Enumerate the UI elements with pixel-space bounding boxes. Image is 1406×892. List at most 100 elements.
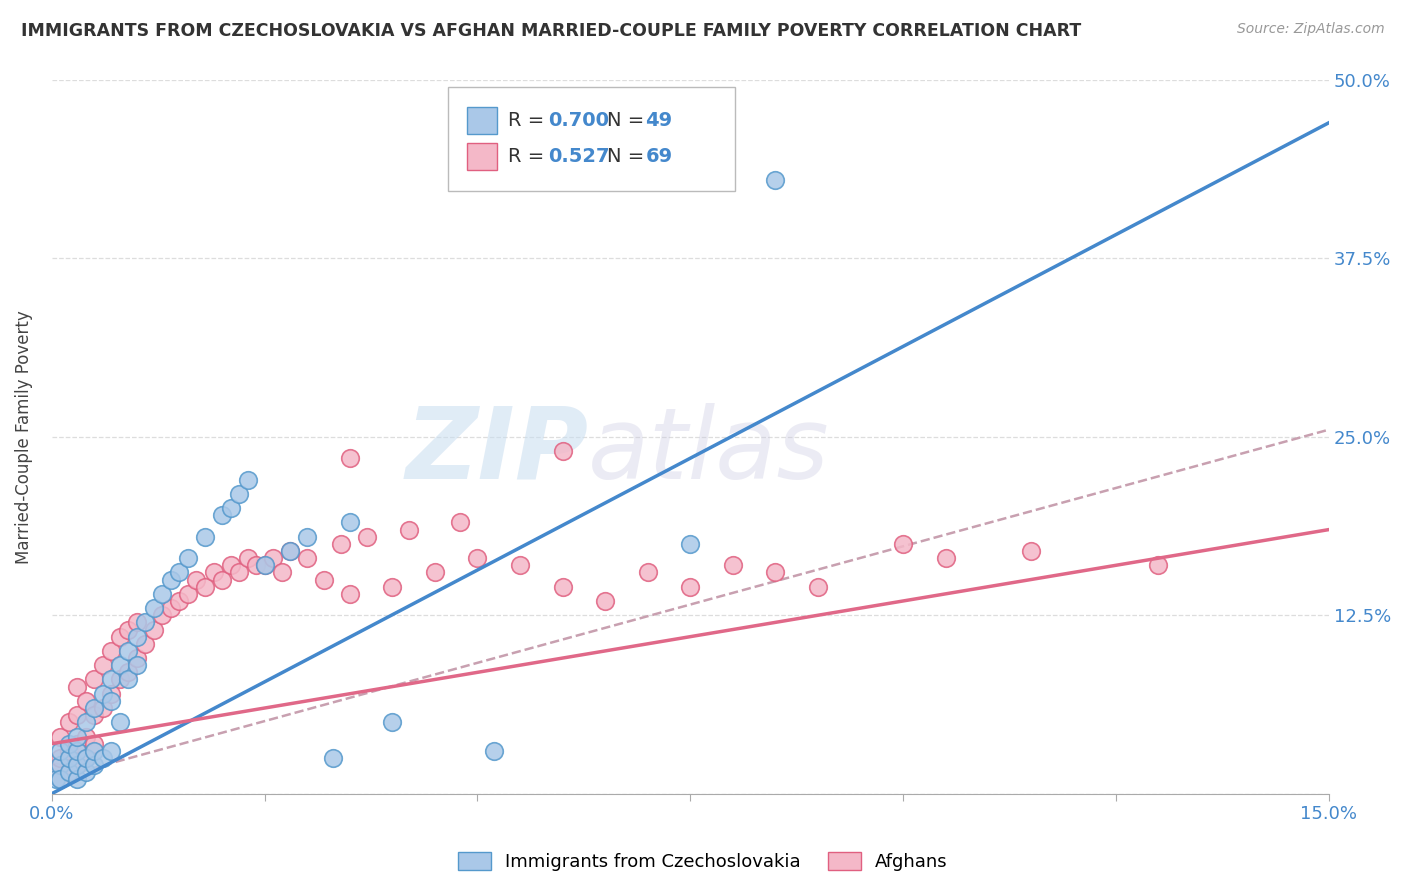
Point [262, 551, 284, 566]
Point [721, 558, 744, 573]
Point [66, 680, 89, 694]
Point [134, 637, 156, 651]
Point [58, 751, 80, 765]
Text: 49: 49 [645, 112, 672, 130]
Point [91, 687, 114, 701]
Point [83, 744, 105, 758]
Point [117, 623, 139, 637]
Point [58, 765, 80, 780]
Point [160, 601, 183, 615]
Point [58, 744, 80, 758]
Point [117, 673, 139, 687]
Point [637, 566, 659, 580]
Point [49, 772, 72, 787]
Point [100, 694, 122, 708]
Point [1019, 544, 1042, 558]
Point [66, 744, 89, 758]
Point [49, 744, 72, 758]
Point [270, 566, 292, 580]
Point [551, 444, 574, 458]
Point [356, 530, 378, 544]
Text: N =: N = [607, 147, 651, 166]
Point [186, 573, 208, 587]
Point [194, 530, 217, 544]
Point [58, 765, 80, 780]
Point [314, 573, 336, 587]
Point [278, 544, 301, 558]
Point [125, 651, 148, 665]
Point [66, 758, 89, 772]
Point [449, 516, 471, 530]
Point [339, 516, 361, 530]
Point [152, 608, 174, 623]
Point [295, 530, 318, 544]
Point [177, 587, 200, 601]
Legend: Immigrants from Czechoslovakia, Afghans: Immigrants from Czechoslovakia, Afghans [451, 845, 955, 879]
Point [91, 701, 114, 715]
Point [891, 537, 914, 551]
Text: atlas: atlas [588, 402, 830, 500]
Point [100, 644, 122, 658]
Point [551, 580, 574, 594]
Point [398, 523, 420, 537]
Point [1147, 558, 1170, 573]
Text: IMMIGRANTS FROM CZECHOSLOVAKIA VS AFGHAN MARRIED-COUPLE FAMILY POVERTY CORRELATI: IMMIGRANTS FROM CZECHOSLOVAKIA VS AFGHAN… [21, 22, 1081, 40]
Text: 0.700: 0.700 [548, 112, 610, 130]
Point [236, 473, 259, 487]
Point [49, 730, 72, 744]
Point [253, 558, 276, 573]
Point [467, 551, 489, 566]
Point [763, 173, 786, 187]
Point [142, 623, 165, 637]
Point [75, 694, 97, 708]
Point [679, 537, 702, 551]
Point [91, 658, 114, 673]
Point [58, 715, 80, 730]
Point [49, 751, 72, 765]
Point [83, 708, 105, 723]
Point [236, 551, 259, 566]
Point [509, 558, 531, 573]
Point [935, 551, 957, 566]
Point [75, 715, 97, 730]
Text: Source: ZipAtlas.com: Source: ZipAtlas.com [1237, 22, 1385, 37]
Point [484, 744, 506, 758]
Point [194, 580, 217, 594]
Point [100, 687, 122, 701]
Point [108, 658, 131, 673]
Point [117, 665, 139, 680]
Point [125, 630, 148, 644]
Point [322, 751, 344, 765]
Point [83, 737, 105, 751]
Point [66, 737, 89, 751]
Point [75, 730, 97, 744]
Text: R =: R = [508, 112, 550, 130]
Point [108, 715, 131, 730]
Point [75, 751, 97, 765]
Point [593, 594, 616, 608]
Point [679, 580, 702, 594]
Point [66, 708, 89, 723]
Text: 69: 69 [645, 147, 672, 166]
Text: ZIP: ZIP [405, 402, 588, 500]
Point [108, 630, 131, 644]
Text: 0.527: 0.527 [548, 147, 610, 166]
Point [83, 701, 105, 715]
Point [484, 173, 506, 187]
Point [75, 751, 97, 765]
Point [253, 558, 276, 573]
Point [117, 644, 139, 658]
Point [66, 772, 89, 787]
Point [295, 551, 318, 566]
Point [169, 566, 191, 580]
FancyBboxPatch shape [467, 107, 498, 134]
Point [278, 544, 301, 558]
Point [45, 772, 67, 787]
Point [100, 744, 122, 758]
FancyBboxPatch shape [447, 87, 735, 191]
Point [49, 772, 72, 787]
Point [66, 758, 89, 772]
Point [100, 673, 122, 687]
Point [45, 765, 67, 780]
Point [49, 758, 72, 772]
